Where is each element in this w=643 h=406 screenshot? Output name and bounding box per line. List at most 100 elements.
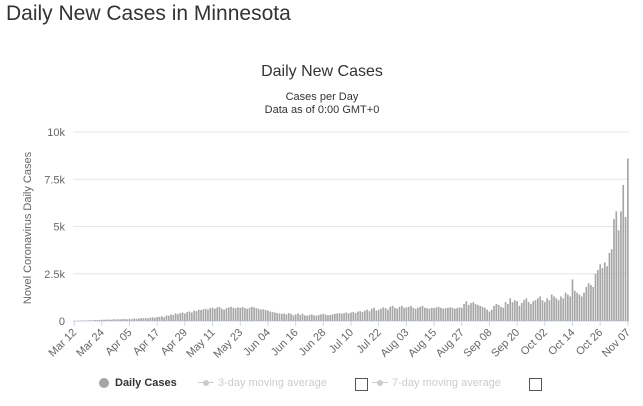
bar[interactable] <box>424 307 426 321</box>
bar[interactable] <box>398 306 401 321</box>
bar[interactable] <box>156 317 159 321</box>
bar[interactable] <box>608 252 611 321</box>
bar[interactable] <box>389 306 392 321</box>
bar[interactable] <box>200 310 202 321</box>
bar[interactable] <box>244 308 246 321</box>
bar[interactable] <box>82 320 85 322</box>
bar[interactable] <box>428 308 431 321</box>
bar[interactable] <box>167 315 170 321</box>
bar[interactable] <box>285 314 288 321</box>
bar[interactable] <box>541 300 544 321</box>
bar[interactable] <box>331 314 334 321</box>
bar[interactable] <box>601 268 604 321</box>
legend-item-7day-average[interactable]: 7-day moving average <box>372 374 501 392</box>
bar[interactable] <box>207 309 209 321</box>
bar[interactable] <box>410 305 412 321</box>
bar[interactable] <box>119 319 122 321</box>
bar[interactable] <box>227 307 230 321</box>
bar[interactable] <box>154 317 156 321</box>
bar[interactable] <box>262 309 265 321</box>
bar[interactable] <box>204 308 207 321</box>
bar[interactable] <box>163 317 165 321</box>
bar[interactable] <box>172 314 175 321</box>
bar[interactable] <box>96 320 99 321</box>
checkbox-7day-average[interactable] <box>529 378 542 391</box>
bar[interactable] <box>304 315 306 321</box>
bar[interactable] <box>287 313 290 321</box>
bar[interactable] <box>345 312 348 322</box>
bar[interactable] <box>101 319 103 321</box>
bar[interactable] <box>75 320 78 322</box>
bar[interactable] <box>117 319 119 321</box>
bar[interactable] <box>195 311 198 321</box>
bar[interactable] <box>133 318 135 321</box>
bar[interactable] <box>278 313 281 321</box>
bar[interactable] <box>435 307 438 321</box>
bar[interactable] <box>460 307 463 321</box>
bar[interactable] <box>179 313 182 321</box>
bar[interactable] <box>599 264 601 321</box>
bar[interactable] <box>352 311 355 321</box>
bar[interactable] <box>451 307 454 321</box>
bar[interactable] <box>89 320 92 321</box>
bar[interactable] <box>114 319 117 321</box>
bar[interactable] <box>620 211 622 321</box>
bar[interactable] <box>426 308 428 321</box>
bar[interactable] <box>223 309 225 321</box>
bar[interactable] <box>458 307 461 321</box>
bar[interactable] <box>437 306 440 321</box>
bar[interactable] <box>253 307 255 321</box>
bar[interactable] <box>557 300 560 321</box>
bar[interactable] <box>354 313 357 321</box>
checkbox-3day-average[interactable] <box>355 378 368 391</box>
bar[interactable] <box>516 301 518 321</box>
bar[interactable] <box>306 315 308 321</box>
bar[interactable] <box>174 313 177 321</box>
bar[interactable] <box>479 305 482 321</box>
bar[interactable] <box>486 309 488 321</box>
bar[interactable] <box>513 300 516 321</box>
bar[interactable] <box>615 211 618 321</box>
bar[interactable] <box>211 307 214 321</box>
bar[interactable] <box>444 308 447 321</box>
bar[interactable] <box>539 296 542 321</box>
bar[interactable] <box>216 307 219 321</box>
bar[interactable] <box>527 302 530 321</box>
bar[interactable] <box>447 307 449 321</box>
bar[interactable] <box>433 308 435 321</box>
bar[interactable] <box>190 312 193 322</box>
bar[interactable] <box>497 304 500 321</box>
bar[interactable] <box>299 314 302 321</box>
bar[interactable] <box>493 305 495 321</box>
bar[interactable] <box>467 304 470 321</box>
bar[interactable] <box>430 307 433 321</box>
bar[interactable] <box>440 307 442 321</box>
bar[interactable] <box>509 298 512 321</box>
bar[interactable] <box>564 292 567 321</box>
bar[interactable] <box>610 249 613 321</box>
bar[interactable] <box>523 300 525 321</box>
bar[interactable] <box>569 296 571 321</box>
bar[interactable] <box>218 307 221 321</box>
bar[interactable] <box>329 314 332 321</box>
bar[interactable] <box>177 314 179 321</box>
bar[interactable] <box>77 320 80 322</box>
bar[interactable] <box>477 304 479 321</box>
bar[interactable] <box>269 311 272 321</box>
bar[interactable] <box>255 308 258 321</box>
bar[interactable] <box>214 308 216 321</box>
bar[interactable] <box>555 298 558 321</box>
bar[interactable] <box>578 294 581 321</box>
bar[interactable] <box>271 311 274 321</box>
bar[interactable] <box>128 318 131 321</box>
bar[interactable] <box>151 317 154 321</box>
bar[interactable] <box>583 292 585 321</box>
bar[interactable] <box>490 309 493 321</box>
bar[interactable] <box>359 311 362 321</box>
bar[interactable] <box>573 290 576 321</box>
bar[interactable] <box>400 305 403 321</box>
bar[interactable] <box>560 296 562 321</box>
bar[interactable] <box>391 305 394 321</box>
bar[interactable] <box>585 286 588 321</box>
bar[interactable] <box>317 314 320 321</box>
